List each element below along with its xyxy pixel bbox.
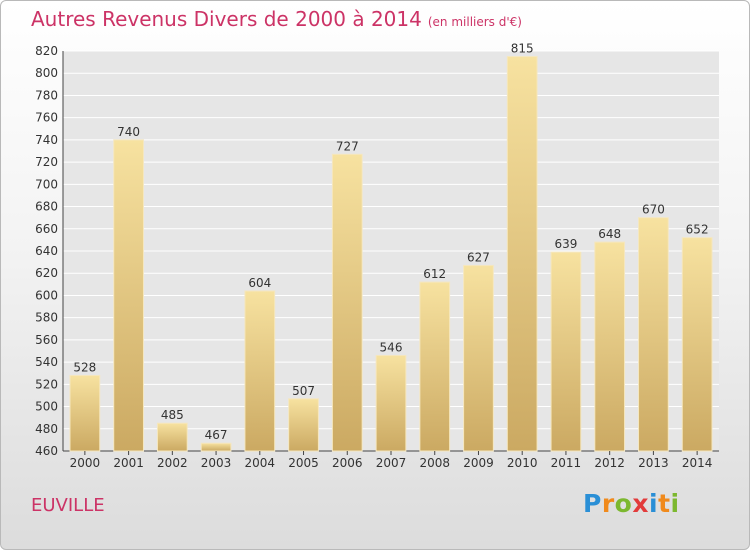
bar (244, 290, 276, 452)
bar-value-label: 627 (467, 250, 490, 264)
x-tick-label: 2013 (638, 456, 669, 470)
bar (419, 281, 451, 452)
bar-value-label: 815 (511, 42, 534, 56)
bar (156, 422, 188, 452)
y-tick-label: 520 (35, 377, 58, 391)
bar-value-label: 546 (380, 340, 403, 354)
bar (288, 398, 319, 452)
y-tick-label: 780 (35, 88, 58, 102)
x-tick-label: 2012 (594, 456, 625, 470)
x-tick-label: 2005 (288, 456, 319, 470)
bar (594, 241, 626, 452)
bar-value-label: 528 (73, 360, 96, 374)
y-tick-label: 740 (35, 133, 58, 147)
chart-title: Autres Revenus Divers de 2000 à 2014 (en … (31, 7, 522, 31)
bar (681, 237, 713, 452)
bar (113, 139, 144, 452)
bar (69, 374, 101, 452)
y-tick-label: 720 (35, 155, 58, 169)
bar-value-label: 670 (642, 203, 665, 217)
y-tick-label: 600 (35, 288, 58, 302)
y-tick-label: 800 (35, 66, 58, 80)
y-tick-label: 580 (35, 311, 58, 325)
y-tick-label: 540 (35, 355, 58, 369)
x-tick-label: 2011 (551, 456, 582, 470)
chart-title-text: Autres Revenus Divers de 2000 à 2014 (31, 7, 422, 31)
x-tick-label: 2014 (682, 456, 713, 470)
bar-value-label: 648 (598, 227, 621, 241)
bar (463, 264, 494, 452)
bar-value-label: 485 (161, 408, 184, 422)
bar-value-label: 652 (686, 223, 709, 237)
y-tick-label: 460 (35, 444, 58, 458)
place-name: EUVILLE (31, 495, 105, 516)
y-tick-label: 480 (35, 422, 58, 436)
x-tick-label: 2003 (201, 456, 232, 470)
y-tick-label: 660 (35, 222, 58, 236)
x-tick-label: 2006 (332, 456, 363, 470)
bar (375, 354, 407, 452)
x-tick-label: 2001 (113, 456, 144, 470)
y-tick-label: 700 (35, 177, 58, 191)
x-tick-label: 2008 (419, 456, 450, 470)
x-tick-label: 2002 (157, 456, 188, 470)
y-tick-label: 560 (35, 333, 58, 347)
bar-value-label: 740 (117, 125, 140, 139)
bar-value-label: 612 (423, 267, 446, 281)
chart-unit: (en milliers d'€) (427, 15, 522, 29)
bar-value-label: 507 (292, 384, 315, 398)
bar (331, 153, 363, 452)
x-tick-label: 2004 (245, 456, 276, 470)
x-tick-label: 2000 (70, 456, 101, 470)
bar (506, 56, 538, 452)
bar-value-label: 639 (554, 237, 577, 251)
x-tick-label: 2007 (376, 456, 407, 470)
y-tick-label: 680 (35, 200, 58, 214)
y-tick-label: 620 (35, 266, 58, 280)
bar-value-label: 727 (336, 139, 359, 153)
bar (200, 442, 232, 452)
bar (550, 251, 582, 452)
bar-value-label: 604 (248, 276, 271, 290)
proxiti-logo: Proxiti (583, 489, 680, 518)
x-tick-label: 2010 (507, 456, 538, 470)
y-tick-label: 760 (35, 111, 58, 125)
y-tick-label: 640 (35, 244, 58, 258)
y-tick-label: 820 (35, 44, 58, 58)
x-tick-label: 2009 (463, 456, 494, 470)
bar (638, 217, 669, 452)
y-tick-label: 500 (35, 400, 58, 414)
bar-value-label: 467 (205, 428, 228, 442)
